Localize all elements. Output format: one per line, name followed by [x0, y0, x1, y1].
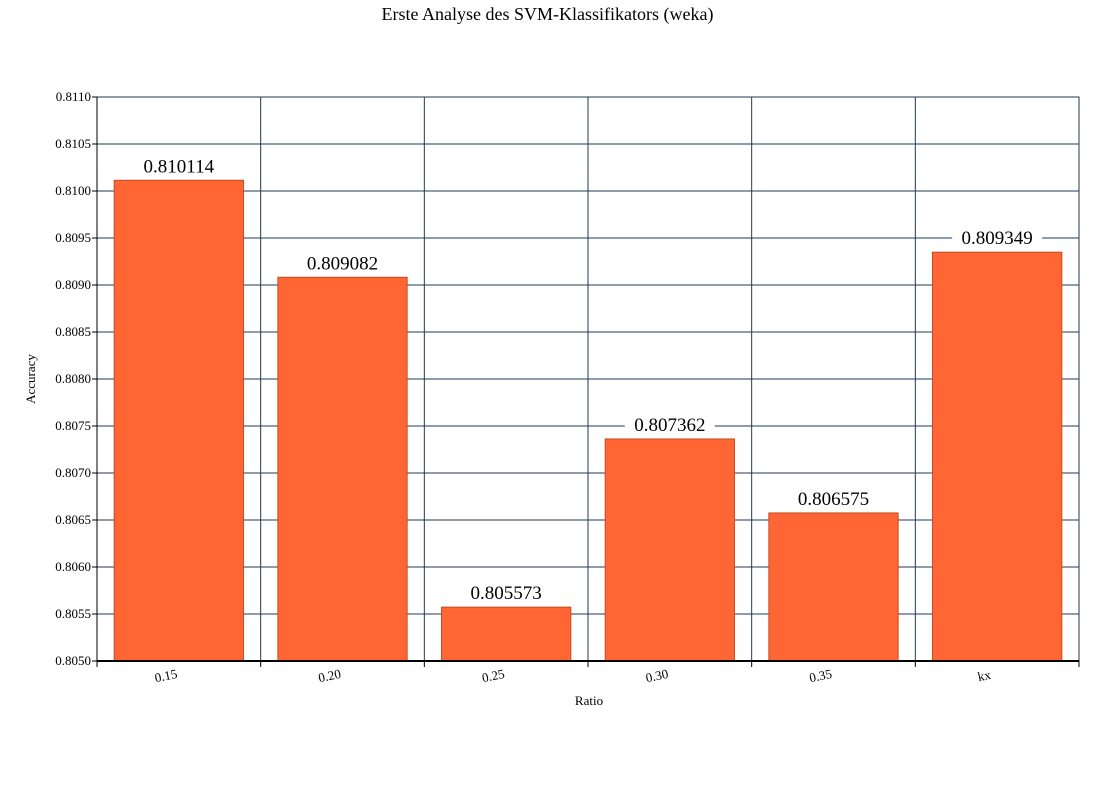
bar-label-background	[133, 154, 224, 177]
chart-title: Erste Analyse des SVM-Klassifikators (we…	[381, 4, 714, 24]
bar-value-label: 0.809082	[307, 253, 378, 274]
y-tick-label: 0.8050	[55, 653, 91, 668]
bar-0.35	[768, 512, 899, 662]
y-tick-label: 0.8065	[55, 512, 91, 527]
bar-value-label: 0.807362	[634, 415, 705, 436]
bar-0.25	[441, 606, 572, 662]
bar-label-background	[952, 226, 1043, 249]
grid-layer	[96, 96, 1080, 662]
bars-layer	[113, 179, 1063, 662]
bar-value-label: 0.810114	[144, 156, 215, 177]
bar-0.15	[113, 179, 244, 662]
x-tick-label: 0.25	[481, 666, 506, 685]
x-tick-label: 0.20	[317, 666, 342, 685]
bar-value-label: 0.809349	[962, 228, 1033, 249]
y-tick-label: 0.8095	[55, 230, 91, 245]
bar-label-background	[788, 486, 879, 509]
y-axis-title: Accuracy	[23, 354, 38, 404]
y-tick-label: 0.8085	[55, 324, 91, 339]
bar-0.20	[277, 276, 408, 662]
y-tick-label: 0.8110	[56, 89, 91, 104]
y-tick-label: 0.8055	[55, 606, 91, 621]
x-axis-title: Ratio	[575, 693, 603, 708]
bar-value-label: 0.806575	[798, 489, 869, 510]
bar-label-background	[461, 581, 552, 604]
x-tick-label: kx	[976, 667, 992, 684]
y-tick-label: 0.8070	[55, 465, 91, 480]
y-tick-label: 0.8090	[55, 277, 91, 292]
y-tick-label: 0.8105	[55, 136, 91, 151]
bar-kx	[932, 251, 1063, 662]
x-tick-label: 0.30	[644, 666, 669, 685]
bar-labels-layer: 0.810114 0.809082 0.805573 0.807362 0.806575…	[133, 154, 1043, 604]
y-tick-label: 0.8080	[55, 371, 91, 386]
bar-label-background	[624, 412, 715, 435]
x-tick-label: 0.35	[808, 666, 833, 685]
y-tick-label: 0.8100	[55, 183, 91, 198]
y-tick-label: 0.8075	[55, 418, 91, 433]
bar-value-label: 0.805573	[471, 583, 542, 604]
axis-layer: 0.8050 0.8055 0.8060 0.8065 0.8070 0.8075 0.80…	[55, 89, 1080, 685]
bar-0.30	[604, 438, 735, 662]
bar-label-background	[297, 251, 388, 274]
y-tick-label: 0.8060	[55, 559, 91, 574]
x-tick-label: 0.15	[153, 666, 178, 685]
